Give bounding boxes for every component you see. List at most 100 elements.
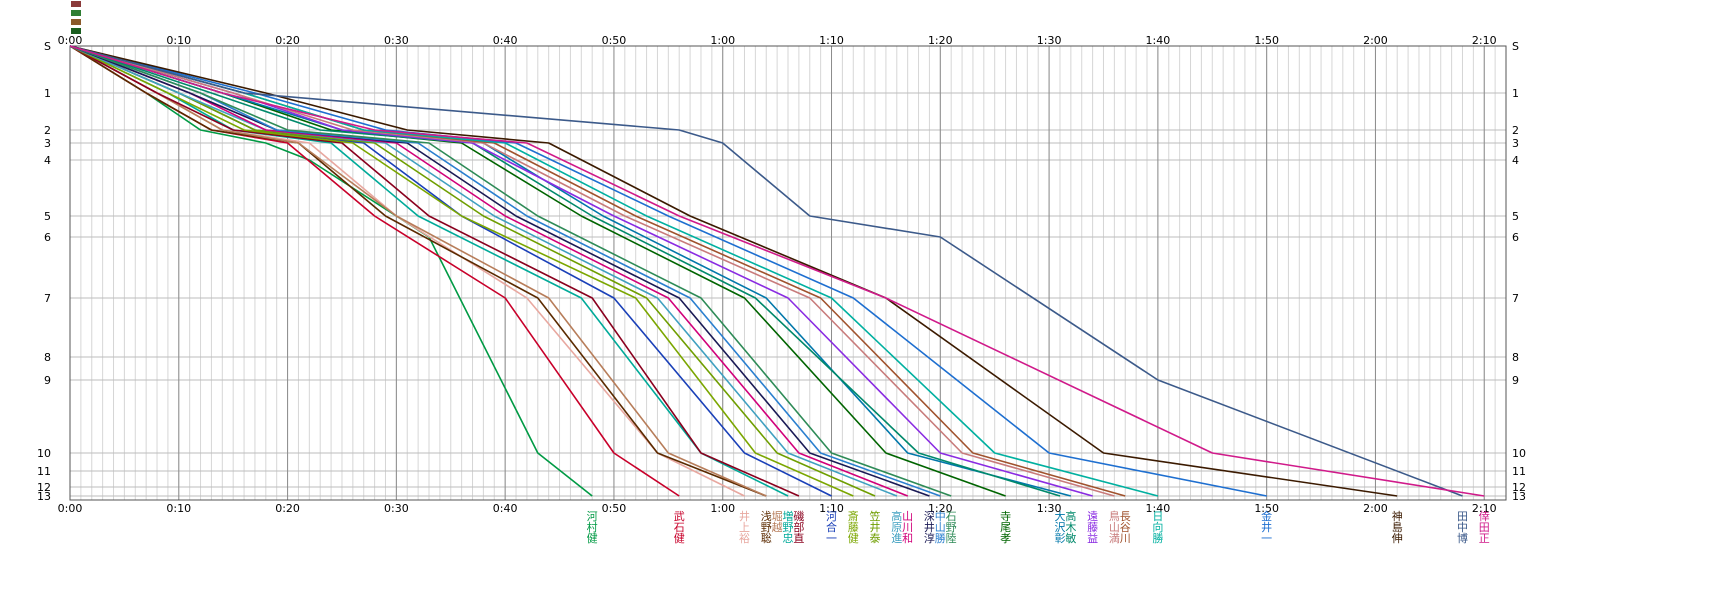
x-tick-label-bottom: 1:40: [1146, 502, 1171, 515]
series-line[interactable]: [69, 45, 898, 497]
x-tick-label-bottom: 0:00: [58, 502, 83, 515]
runner-name-label[interactable]: 石野陸: [946, 510, 957, 545]
x-tick-label-bottom: 2:00: [1363, 502, 1388, 515]
x-tick-label-bottom: 1:30: [1037, 502, 1062, 515]
x-ticks-top: 0:00 0:10 0:20 0:30 0:40 0:50 1:00 1:10 1:20 1:30…: [58, 34, 1497, 47]
series-line[interactable]: [69, 45, 1463, 497]
x-tick-label-bottom: 0:30: [384, 502, 409, 515]
series-line[interactable]: [69, 45, 1485, 497]
y-tick-label-right: 11: [1512, 465, 1526, 478]
runner-name-label[interactable]: 高原進: [891, 509, 902, 545]
runner-name-label[interactable]: 武石健: [674, 510, 685, 545]
y-tick-label-left: 13: [37, 490, 51, 503]
x-tick-label-bottom: 0:10: [166, 502, 191, 515]
x-tick-label-bottom: 2:10: [1472, 502, 1497, 515]
runner-name-label[interactable]: 神島伸: [1392, 509, 1403, 545]
y-tick-label-right: 6: [1512, 231, 1519, 244]
runner-name-label[interactable]: 遠藤益: [1087, 510, 1098, 545]
series-line[interactable]: [69, 45, 1115, 497]
runner-name-label[interactable]: 寺尾孝: [1000, 510, 1011, 545]
series-line[interactable]: [69, 45, 854, 497]
series-line[interactable]: [69, 45, 800, 497]
y-tick-label-left: 5: [44, 210, 51, 223]
runner-name-label[interactable]: 増野忠: [783, 510, 794, 545]
x-tick-label-top: 1:30: [1037, 34, 1062, 47]
legend-icon[interactable]: [71, 1, 81, 34]
runner-name-label[interactable]: 山川和: [902, 510, 913, 545]
x-tick-label-top: 0:50: [602, 34, 627, 47]
y-tick-label-left: 1: [44, 87, 51, 100]
x-tick-label-top: 1:40: [1146, 34, 1171, 47]
runner-name-label[interactable]: 浅野聡: [761, 510, 772, 545]
y-tick-label-left: 7: [44, 292, 51, 305]
x-tick-label-top: 1:00: [710, 34, 735, 47]
series-lines: [69, 45, 1485, 497]
runner-name-label[interactable]: 長谷川: [1120, 510, 1131, 545]
x-tick-label-bottom: 1:10: [819, 502, 844, 515]
plot-border: [69, 45, 1507, 501]
x-tick-label-top: 0:40: [493, 34, 518, 47]
x-tick-label-top: 0:00: [58, 34, 83, 47]
x-tick-label-bottom: 1:00: [710, 502, 735, 515]
runner-name-label[interactable]: 河村健: [587, 510, 598, 545]
series-line[interactable]: [69, 45, 1159, 497]
y-tick-label-right: 2: [1512, 124, 1519, 137]
x-ticks-bottom: 0:00 0:10 0:20 0:30 0:40 0:50 1:00 1:10 1:20 1:30…: [58, 502, 1497, 515]
y-tick-label-right: 4: [1512, 154, 1519, 167]
runner-name-label[interactable]: 深井淳: [924, 510, 935, 545]
runner-name-label[interactable]: 河合一: [826, 510, 837, 545]
x-tick-label-top: 0:20: [275, 34, 300, 47]
series-line[interactable]: [69, 45, 1267, 497]
x-tick-label-bottom: 0:40: [493, 502, 518, 515]
runner-name-label[interactable]: 大沢彰: [1054, 509, 1065, 545]
runner-name-label[interactable]: 鳥山満: [1109, 509, 1120, 545]
runner-name-label[interactable]: 磯部直: [793, 510, 804, 545]
x-tick-label-top: 1:50: [1254, 34, 1279, 47]
y-tick-label-left: 10: [37, 447, 51, 460]
x-tick-label-top: 1:10: [819, 34, 844, 47]
y-tick-label-right: 8: [1512, 351, 1519, 364]
x-tick-label-top: 1:20: [928, 34, 953, 47]
y-tick-label-left: 12: [37, 481, 51, 494]
y-tick-label-right: 5: [1512, 210, 1519, 223]
y-tick-label-right: 7: [1512, 292, 1519, 305]
y-tick-label-right: 12: [1512, 481, 1526, 494]
y-tick-label-left: 11: [37, 465, 51, 478]
y-tick-label-right: 1: [1512, 87, 1519, 100]
series-line[interactable]: [69, 45, 1061, 497]
y-tick-label-left: S: [44, 40, 51, 53]
runner-name-label[interactable]: 笠井泰: [870, 509, 881, 545]
x-tick-label-top: 2:00: [1363, 34, 1388, 47]
runner-name-label[interactable]: 中山勝: [935, 510, 946, 545]
y-tick-label-left: 6: [44, 231, 51, 244]
y-tick-label-right: 10: [1512, 447, 1526, 460]
y-tick-label-left: 9: [44, 374, 51, 387]
runner-name-label[interactable]: 井上裕: [739, 509, 750, 545]
y-tick-label-right: 13: [1512, 490, 1526, 503]
runner-name-label[interactable]: 日向勝: [1152, 510, 1163, 545]
series-line[interactable]: [69, 45, 952, 497]
x-tick-label-bottom: 0:20: [275, 502, 300, 515]
series-line[interactable]: [69, 45, 593, 497]
x-tick-label-top: 2:10: [1472, 34, 1497, 47]
x-tick-label-bottom: 0:50: [602, 502, 627, 515]
y-tick-label-left: 4: [44, 154, 51, 167]
runner-name-label[interactable]: 高木敏: [1065, 509, 1076, 545]
series-line[interactable]: [69, 45, 1398, 497]
series-line[interactable]: [69, 45, 930, 497]
runner-name-label[interactable]: 田中博: [1457, 510, 1468, 545]
runner-name-label[interactable]: 金井一: [1261, 509, 1272, 545]
runner-name-label[interactable]: 斎藤健: [848, 509, 859, 545]
series-line[interactable]: [69, 45, 767, 497]
x-tick-label-top: 0:10: [166, 34, 191, 47]
runner-name-label[interactable]: 堀越: [772, 510, 783, 534]
y-tick-label-left: 8: [44, 351, 51, 364]
x-tick-label-bottom: 1:50: [1254, 502, 1279, 515]
runner-name-label[interactable]: 倖田正: [1479, 510, 1490, 545]
x-tick-label-bottom: 1:20: [928, 502, 953, 515]
